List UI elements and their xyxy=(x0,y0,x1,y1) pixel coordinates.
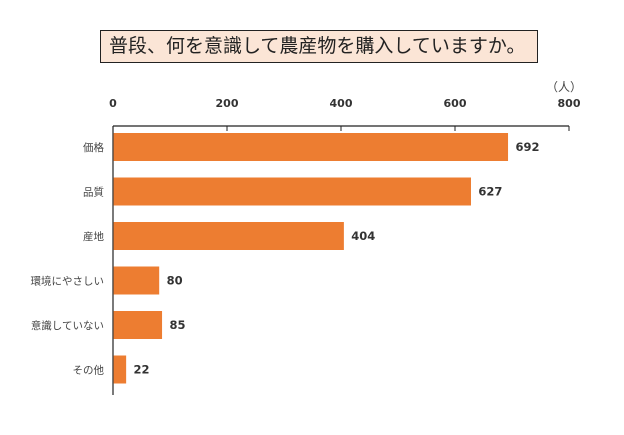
category-label: 産地 xyxy=(83,230,104,243)
bar-0 xyxy=(113,133,509,161)
bar-3 xyxy=(113,266,160,295)
x-tick-label: 600 xyxy=(444,97,467,110)
category-label: 品質 xyxy=(83,186,104,199)
data-label: 80 xyxy=(167,274,183,288)
category-label: その他 xyxy=(73,364,105,377)
data-label: 692 xyxy=(515,140,539,154)
data-label: 404 xyxy=(351,229,375,243)
x-tick-label: 200 xyxy=(216,97,239,110)
bar-5 xyxy=(113,355,127,384)
bar-2 xyxy=(113,222,344,250)
x-tick-label: 400 xyxy=(330,97,353,110)
data-label: 22 xyxy=(134,363,150,377)
data-label: 85 xyxy=(169,318,185,332)
category-label: 価格 xyxy=(83,141,104,154)
data-label: 627 xyxy=(478,185,502,199)
category-label: 意識していない xyxy=(31,319,104,332)
axis-unit: （人） xyxy=(546,80,583,94)
x-tick-label: 0 xyxy=(109,97,117,110)
chart-title: 普段、何を意識して農産物を購入していますか。 xyxy=(100,30,538,63)
bar-1 xyxy=(113,177,471,206)
category-label: 環境にやさしい xyxy=(31,275,105,288)
x-tick-label: 800 xyxy=(558,97,581,110)
bar-4 xyxy=(113,311,163,339)
